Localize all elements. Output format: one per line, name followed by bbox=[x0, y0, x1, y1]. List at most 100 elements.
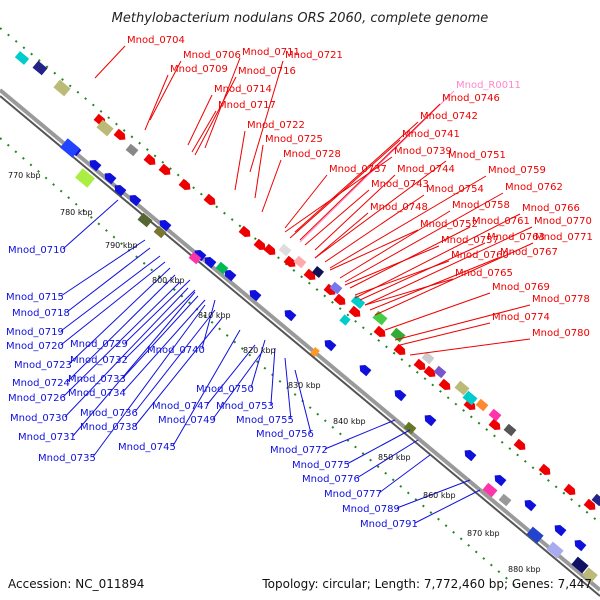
forward-gene-label: Mnod_0759 bbox=[488, 165, 546, 176]
forward-gene-label: Mnod_0762 bbox=[505, 182, 563, 193]
label-leader-line bbox=[284, 174, 328, 229]
label-leader-line bbox=[60, 239, 146, 297]
reverse-gene-label: Mnod_0772 bbox=[270, 445, 328, 456]
forward-gene-arrow bbox=[373, 325, 386, 337]
forward-gene-label: Mnod_0748 bbox=[370, 202, 428, 213]
reverse-gene-label: Mnod_0726 bbox=[8, 393, 66, 404]
kbp-label: 870 kbp bbox=[467, 529, 500, 538]
gene-box bbox=[546, 541, 564, 559]
label-leader-line bbox=[354, 213, 521, 299]
reverse-gene-label: Mnod_0755 bbox=[236, 415, 294, 426]
forward-gene-arrow bbox=[348, 305, 361, 317]
forward-gene-label: Mnod_0769 bbox=[492, 282, 550, 293]
backbone-inner bbox=[0, 95, 600, 597]
forward-gene-label: Mnod_0770 bbox=[534, 216, 592, 227]
kbp-label: 880 kbp bbox=[508, 565, 541, 574]
kbp-label: 790 kbp bbox=[105, 241, 138, 250]
label-leader-line bbox=[62, 199, 119, 250]
kbp-label: 810 kbp bbox=[198, 311, 231, 320]
label-leader-line bbox=[66, 247, 151, 313]
gene-box bbox=[498, 493, 512, 507]
reverse-gene-arrow bbox=[104, 173, 117, 185]
forward-gene-label: Mnod_0763 bbox=[487, 232, 545, 243]
label-leader-line bbox=[346, 429, 411, 465]
forward-gene-label: Mnod_0741 bbox=[402, 129, 460, 140]
forward-gene-arrow bbox=[513, 438, 526, 450]
label-leader-line bbox=[314, 160, 447, 259]
label-leader-line bbox=[134, 309, 216, 413]
reverse-gene-arrow bbox=[524, 500, 537, 512]
label-leader-line bbox=[284, 156, 393, 233]
forward-gene-arrow bbox=[393, 343, 406, 355]
forward-gene-label: Mnod_0761 bbox=[472, 216, 530, 227]
label-leader-line bbox=[250, 339, 266, 389]
label-leader-line bbox=[122, 295, 199, 379]
forward-gene-arrow bbox=[563, 483, 576, 495]
gene-box bbox=[582, 567, 598, 583]
label-leader-line bbox=[122, 299, 206, 393]
label-leader-line bbox=[364, 226, 533, 306]
label-leader-line bbox=[270, 347, 276, 406]
label-leader-line bbox=[289, 139, 401, 239]
label-leader-line bbox=[261, 159, 282, 213]
forward-gene-arrow bbox=[178, 178, 191, 190]
label-leader-line bbox=[339, 210, 451, 279]
reverse-gene-arrow bbox=[249, 290, 262, 302]
kbp-label: 770 kbp bbox=[8, 171, 41, 180]
label-leader-line bbox=[249, 60, 284, 173]
forward-gene-label: Mnod_0757 bbox=[441, 235, 499, 246]
label-leader-line bbox=[66, 274, 176, 383]
reverse-gene-label: Mnod_0745 bbox=[118, 442, 176, 453]
reverse-gene-arrow bbox=[159, 220, 172, 232]
forward-gene-arrow bbox=[413, 358, 426, 370]
forward-gene-label: Mnod_0742 bbox=[420, 111, 478, 122]
forward-gene-arrow bbox=[143, 153, 156, 165]
forward-gene-label: Mnod_0754 bbox=[426, 184, 484, 195]
reverse-gene-arrow bbox=[284, 310, 297, 322]
label-leader-line bbox=[396, 479, 471, 509]
backbone-outer bbox=[0, 88, 600, 592]
genome-summary: Topology: circular; Length: 7,772,460 bp… bbox=[261, 577, 592, 591]
gene-box bbox=[403, 421, 417, 435]
reverse-gene-label: Mnod_0723 bbox=[14, 360, 72, 371]
reverse-gene-arrow bbox=[204, 257, 217, 269]
label-leader-line bbox=[414, 489, 481, 524]
forward-gene-label: Mnod_0725 bbox=[265, 134, 323, 145]
forward-gene-label: Mnod_0739 bbox=[394, 146, 452, 157]
forward-gene-label: Mnod_0767 bbox=[500, 247, 558, 258]
label-leader-line bbox=[134, 317, 223, 427]
forward-gene-arrow bbox=[203, 193, 216, 205]
kbp-labels: 770 kbp 780 kbp 790 kbp 800 kbp 810 kbp 820 k… bbox=[8, 171, 541, 574]
gene-box bbox=[310, 347, 320, 357]
reverse-gene-label: Mnod_0791 bbox=[360, 519, 418, 530]
forward-gene-label: Mnod_0752 bbox=[420, 219, 478, 230]
label-leader-line bbox=[64, 287, 189, 418]
label-leaders bbox=[60, 45, 534, 524]
label-leader-line bbox=[172, 329, 241, 447]
forward-gene-label: Mnod_0778 bbox=[532, 294, 590, 305]
forward-gene-label: Mnod_0760 bbox=[451, 250, 509, 261]
gene-box bbox=[339, 314, 351, 326]
kbp-label: 820 kbp bbox=[243, 346, 276, 355]
label-leader-line bbox=[304, 189, 370, 246]
label-leader-line bbox=[60, 255, 161, 332]
forward-gene-arrow bbox=[263, 243, 276, 255]
label-leader-line bbox=[378, 454, 431, 494]
reverse-gene-arrow bbox=[359, 365, 372, 377]
label-leader-line bbox=[294, 121, 419, 233]
reverse-gene-label: Mnod_0719 bbox=[6, 327, 64, 338]
reverse-gene-label: Mnod_0777 bbox=[324, 489, 382, 500]
reverse-gene-label: Mnod_0732 bbox=[70, 355, 128, 366]
gene-box bbox=[421, 351, 435, 365]
forward-gene-label: Mnod_R0011 bbox=[456, 80, 521, 91]
kbp-label: 830 kbp bbox=[288, 381, 321, 390]
gene-box bbox=[462, 390, 478, 406]
label-leader-line bbox=[384, 292, 491, 331]
forward-gene-arrow bbox=[238, 225, 251, 237]
reverse-gene-label: Mnod_0736 bbox=[80, 408, 138, 419]
forward-gene-arrow bbox=[283, 255, 296, 267]
gene-box bbox=[390, 327, 406, 343]
label-leader-line bbox=[124, 289, 196, 360]
gene-box bbox=[475, 398, 489, 412]
